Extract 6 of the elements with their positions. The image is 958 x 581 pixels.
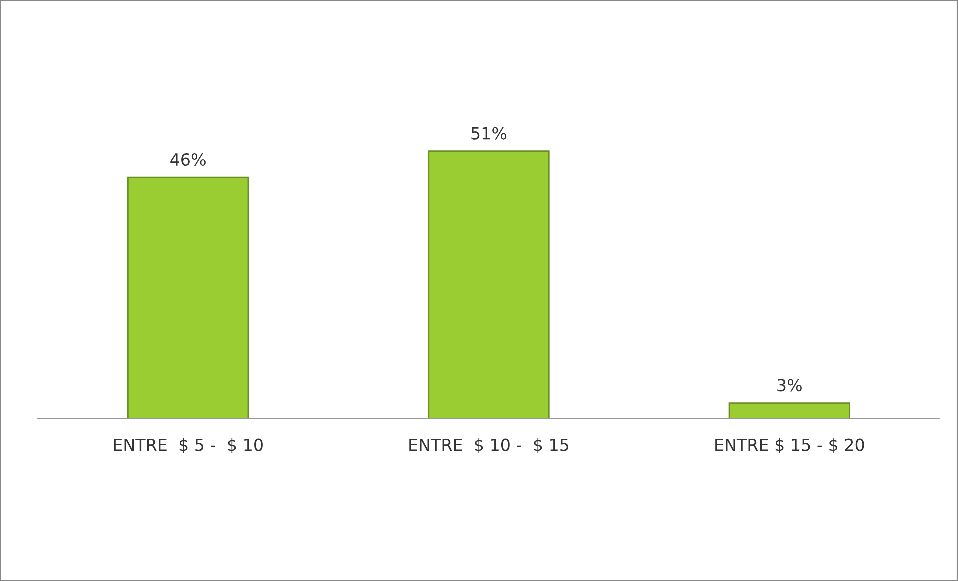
x-tick-label: ENTRE $ 10 - $ 15: [410, 438, 569, 454]
data-label: 51%: [472, 127, 507, 140]
data-label: 3%: [778, 379, 802, 392]
x-tick-label: ENTRE $ 15 - $ 20: [716, 438, 864, 454]
data-label: 46%: [170, 153, 206, 166]
x-tick-label: ENTRE $ 5 - $ 10: [114, 438, 263, 454]
